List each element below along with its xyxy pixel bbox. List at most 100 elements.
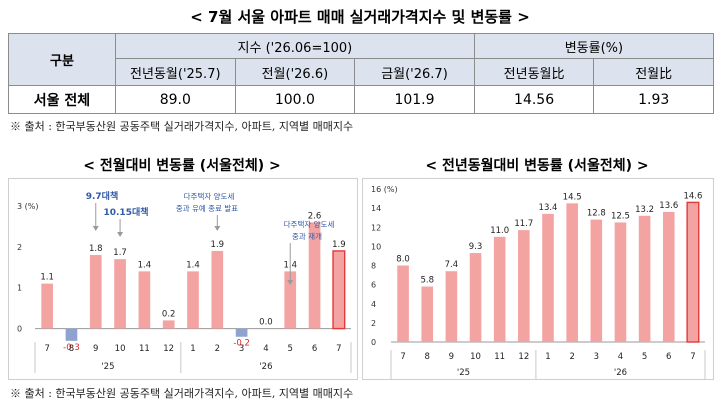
x-tick-label: 5 <box>288 344 293 354</box>
data-label: 11.7 <box>514 219 533 229</box>
annotation-arrowhead <box>214 226 221 231</box>
x-tick-label: 3 <box>594 352 599 362</box>
x-tick-label: 10 <box>115 344 126 354</box>
table-subheader: 전년동월('25.7) <box>115 58 236 86</box>
annotation-arrowhead <box>117 232 124 237</box>
y-tick-label: 14 <box>371 204 381 213</box>
x-tick-label: 9 <box>449 352 454 362</box>
chart-title-mom: < 전월대비 변동률 (서울전체) > <box>83 158 281 174</box>
bar <box>542 213 554 342</box>
bar <box>89 255 102 329</box>
source-note-bottom: ※ 출처 : 한국부동산원 공동주택 실거래가격지수, 아파트, 지역별 매매지… <box>10 387 354 400</box>
data-label: -0.2 <box>233 339 250 349</box>
y-tick-label: 0 <box>371 338 376 347</box>
x-tick-label: 7 <box>400 352 405 362</box>
table-cell: 14.56 <box>473 85 595 114</box>
bar <box>421 286 434 342</box>
data-label: 7.4 <box>445 260 459 270</box>
page-title: < 7월 서울 아파트 매매 실거래가격지수 및 변동률 > <box>190 8 530 26</box>
bar <box>65 328 78 341</box>
y-tick-label: 4 <box>371 300 376 309</box>
data-label: 1.9 <box>211 240 225 250</box>
x-tick-label: 7 <box>690 352 695 362</box>
chart-yoy-svg: 16 (%)141210864208.075.887.499.31011.011… <box>371 185 706 379</box>
y-tick-label: 10 <box>371 242 381 251</box>
bar <box>235 328 248 337</box>
year-label: '26 <box>259 362 272 372</box>
data-label: 1.8 <box>89 244 103 254</box>
bar <box>686 201 700 343</box>
source-note-top: ※ 출처 : 한국부동산원 공동주택 실거래가격지수, 아파트, 지역별 매매지… <box>10 120 354 133</box>
data-label: 2.6 <box>308 211 322 221</box>
data-label: 13.4 <box>539 203 558 213</box>
bar <box>332 250 346 330</box>
data-label: 1.4 <box>138 260 152 270</box>
y-tick-label: 16 (%) <box>371 185 398 194</box>
x-tick-label: 11 <box>139 344 150 354</box>
y-tick-label: 0 <box>17 325 22 334</box>
data-label: 13.6 <box>659 201 678 211</box>
bar <box>138 271 151 329</box>
table-cell: 100.0 <box>234 85 356 114</box>
y-tick-label: 1 <box>17 284 22 293</box>
annotation-arrowhead <box>92 226 99 231</box>
annotation-label: 9.7대책 <box>86 190 119 202</box>
chart-mom: 3 (%) 2 1 0 1.1 7 -0.3 8 1.8 9 1.7 10 1.4 11 0.2 12 1.4 1… <box>8 178 358 380</box>
bar <box>187 271 199 329</box>
table-header-index: 지수 ('26.06=100) <box>115 33 475 59</box>
table-subheader: 금월('26.7) <box>354 58 475 86</box>
bar <box>638 215 651 342</box>
annotation-arrowhead <box>287 280 294 285</box>
x-tick-label: 2 <box>215 344 220 354</box>
price-index-table: 구분 지수 ('26.06=100) 변동률(%) 전년동월('25.7) 전월… <box>8 33 715 114</box>
x-tick-label: 5 <box>642 352 647 362</box>
y-tick-label: 2 <box>17 243 22 252</box>
table-subheader: 전월('26.6) <box>234 58 356 86</box>
bar <box>114 259 126 329</box>
chart-yoy: 16 (%) 14 12 10 8 6 4 2 0 8.0 7 5.8 8 7.4 9 9.3 10 11.0 11… <box>362 178 714 380</box>
bar <box>518 230 530 342</box>
annotation-label: 중과 유예 종료 발표 <box>176 203 238 213</box>
x-tick-label: 12 <box>518 352 529 362</box>
x-tick-label: 1 <box>545 352 550 362</box>
data-label: 14.6 <box>683 191 702 201</box>
x-tick-label: 2 <box>569 352 574 362</box>
y-tick-label: 6 <box>371 281 376 290</box>
annotation-label: 다주택자 양도세 <box>284 219 335 229</box>
table-header-group: 구분 <box>8 33 116 86</box>
y-tick-label: 2 <box>371 319 376 328</box>
x-tick-label: 11 <box>494 352 505 362</box>
x-tick-label: 10 <box>470 352 481 362</box>
year-label: '25 <box>101 362 114 372</box>
x-tick-label: 6 <box>666 352 671 362</box>
data-label: 13.2 <box>635 205 654 215</box>
x-tick-label: 3 <box>239 344 244 354</box>
x-tick-label: 1 <box>190 344 195 354</box>
data-label: -0.3 <box>63 343 80 353</box>
data-label: 1.7 <box>113 248 127 258</box>
bar <box>662 211 675 342</box>
year-label: '25 <box>457 368 470 378</box>
data-label: 9.3 <box>469 242 483 252</box>
table-row-label: 서울 전체 <box>8 85 116 114</box>
data-label: 8.0 <box>396 255 410 265</box>
data-label: 14.5 <box>563 192 582 202</box>
x-tick-label: 9 <box>93 344 98 354</box>
bar <box>162 320 175 329</box>
y-tick-label: 8 <box>371 262 376 271</box>
x-tick-label: 4 <box>263 344 268 354</box>
table-cell: 89.0 <box>115 85 236 114</box>
bar <box>397 265 409 342</box>
data-label: 1.9 <box>332 240 346 250</box>
y-tick-label: 3 (%) <box>17 202 38 211</box>
data-label: 11.0 <box>490 226 509 236</box>
x-tick-label: 7 <box>44 344 49 354</box>
data-label: 12.8 <box>587 209 606 219</box>
y-tick-label: 12 <box>371 223 381 232</box>
data-label: 0.2 <box>162 309 176 319</box>
chart-title-yoy: < 전년동월대비 변동률 (서울전체) > <box>425 158 649 174</box>
bar <box>493 236 506 342</box>
table-subheader: 전월比 <box>593 58 714 86</box>
bar <box>566 203 578 342</box>
bar <box>211 250 224 329</box>
